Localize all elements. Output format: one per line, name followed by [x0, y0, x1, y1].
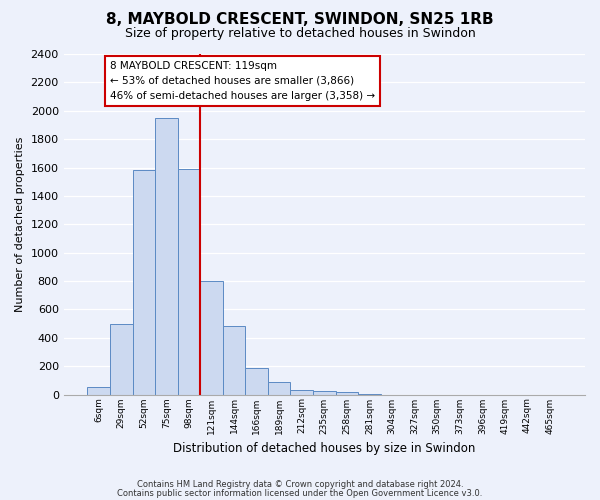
- Bar: [200, 281, 223, 394]
- Bar: [245, 368, 268, 394]
- Bar: [88, 388, 110, 394]
- Bar: [110, 324, 133, 394]
- Text: 8 MAYBOLD CRESCENT: 119sqm
← 53% of detached houses are smaller (3,866)
46% of s: 8 MAYBOLD CRESCENT: 119sqm ← 53% of deta…: [110, 61, 375, 100]
- Bar: [268, 382, 290, 394]
- Y-axis label: Number of detached properties: Number of detached properties: [15, 136, 25, 312]
- Bar: [335, 392, 358, 394]
- Bar: [223, 326, 245, 394]
- Bar: [290, 390, 313, 394]
- Text: Contains public sector information licensed under the Open Government Licence v3: Contains public sector information licen…: [118, 488, 482, 498]
- X-axis label: Distribution of detached houses by size in Swindon: Distribution of detached houses by size …: [173, 442, 476, 455]
- Bar: [313, 391, 335, 394]
- Text: 8, MAYBOLD CRESCENT, SWINDON, SN25 1RB: 8, MAYBOLD CRESCENT, SWINDON, SN25 1RB: [106, 12, 494, 28]
- Bar: [178, 169, 200, 394]
- Text: Size of property relative to detached houses in Swindon: Size of property relative to detached ho…: [125, 28, 475, 40]
- Text: Contains HM Land Registry data © Crown copyright and database right 2024.: Contains HM Land Registry data © Crown c…: [137, 480, 463, 489]
- Bar: [155, 118, 178, 394]
- Bar: [133, 170, 155, 394]
